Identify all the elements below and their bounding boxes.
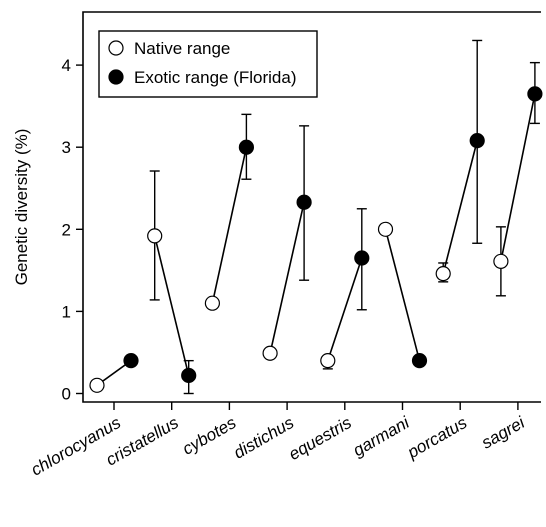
connector-lines	[96, 93, 536, 386]
legend-marker-native	[108, 40, 124, 56]
point-exotic-chlorocyanus	[123, 353, 139, 369]
point-exotic-cybotes	[238, 139, 254, 155]
y-axis-ticks: 0 1 2 3 4	[62, 56, 83, 404]
plot-area	[89, 39, 543, 395]
axes	[82, 11, 541, 403]
y-axis-label: Genetic diversity (%)	[12, 129, 31, 286]
y-tick-label: 3	[62, 138, 71, 157]
x-tick-label-equestris: equestris	[286, 413, 356, 464]
point-native-garmani	[377, 221, 394, 237]
legend-box	[98, 30, 318, 98]
y-tick-label: 1	[62, 302, 71, 321]
legend-label-exotic: Exotic range (Florida)	[134, 68, 297, 87]
connector-garmani	[384, 229, 421, 361]
connector-cybotes	[211, 147, 248, 304]
connector-distichus	[269, 202, 305, 354]
legend: Native range Exotic range (Florida)	[98, 30, 318, 98]
point-native-equestris	[320, 353, 336, 369]
axis-frame	[82, 11, 541, 403]
x-tick-label-sagrei: sagrei	[478, 412, 529, 452]
x-tick-label-chlorocyanus: chlorocyanus	[28, 413, 125, 480]
y-tick-label: 0	[62, 385, 71, 404]
point-native-sagrei	[493, 253, 509, 269]
x-tick-label-porcatus: porcatus	[403, 413, 470, 463]
point-exotic-cristatellus	[181, 367, 197, 384]
point-native-cybotes	[204, 295, 220, 311]
point-native-chlorocyanus	[89, 377, 105, 393]
point-native-distichus	[262, 345, 278, 361]
point-exotic-sagrei	[527, 86, 543, 102]
connector-porcatus	[442, 140, 478, 274]
data-points	[89, 86, 543, 393]
x-tick-label-cybotes: cybotes	[179, 413, 240, 459]
point-native-porcatus	[435, 266, 451, 282]
connector-cristatellus	[153, 235, 190, 376]
point-native-cristatellus	[147, 228, 163, 244]
error-bars	[149, 39, 540, 395]
point-exotic-porcatus	[469, 133, 485, 149]
legend-label-native: Native range	[134, 39, 230, 58]
y-tick-label: 2	[62, 220, 71, 239]
legend-marker-exotic	[108, 69, 124, 85]
point-exotic-garmani	[411, 353, 428, 369]
y-tick-label: 4	[62, 56, 71, 75]
x-axis-ticks: chlorocyanuscristatelluscybotesdistichus…	[28, 402, 529, 480]
connector-equestris	[327, 257, 363, 361]
point-exotic-equestris	[354, 250, 370, 266]
connector-sagrei	[500, 93, 536, 262]
x-tick-label-distichus: distichus	[230, 413, 297, 463]
point-exotic-distichus	[296, 194, 312, 210]
x-tick-label-garmani: garmani	[350, 412, 414, 460]
